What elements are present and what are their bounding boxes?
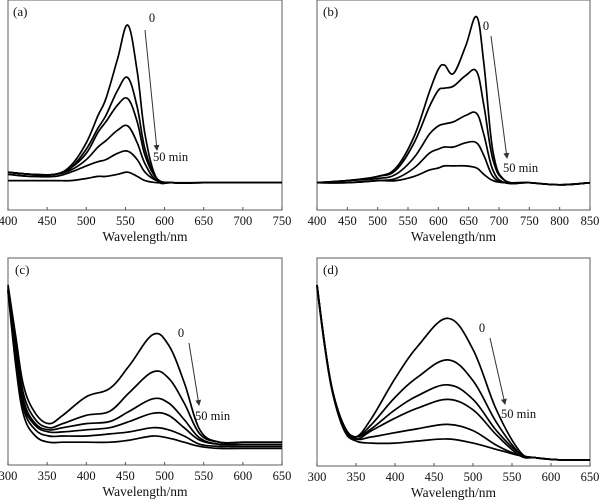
series-line-d-5 <box>316 286 591 461</box>
x-tick-label-d: 450 <box>425 470 444 484</box>
x-tick-label-b: 800 <box>550 214 569 228</box>
panel-a: 400 450 500 550 600 650 700 750 Wavelength/nm (a)… <box>0 0 291 244</box>
time-arrow-c <box>188 342 202 406</box>
x-axis-title-c: Wavelength/nm <box>102 484 188 499</box>
panel-label-b: (b) <box>323 4 338 19</box>
plot-frame-c <box>7 257 283 466</box>
x-tick-label-a: 500 <box>77 214 96 228</box>
x-tick-label-d: 600 <box>542 470 561 484</box>
series-line-c-2 <box>7 288 282 446</box>
x-tick-label-a: 750 <box>273 214 292 228</box>
x-tick-label-c: 450 <box>116 469 135 483</box>
panel-b: 400 450 500 550 600 650 700 750 800 850 Wavelength… <box>308 0 600 244</box>
series-line-d-1 <box>316 284 591 461</box>
series-line-a-0 <box>7 24 282 185</box>
series-line-d-0 <box>316 284 591 461</box>
x-tick-label-c: 300 <box>0 469 17 483</box>
x-tick-label-c: 400 <box>77 469 96 483</box>
series-line-b-2 <box>316 111 591 186</box>
series-line-a-5 <box>7 171 282 184</box>
x-tick-label-a: 450 <box>38 214 57 228</box>
x-tick-label-c: 500 <box>155 469 174 483</box>
x-tick-label-b: 700 <box>490 214 509 228</box>
x-axis-title-d: Wavelength/nm <box>411 485 497 500</box>
x-tick-label-a: 400 <box>0 214 17 228</box>
series-line-c-1 <box>7 286 282 444</box>
series-line-c-5 <box>7 291 282 450</box>
x-tick-label-d: 350 <box>347 470 366 484</box>
annotation-end-c: 50 min <box>195 409 231 423</box>
x-tick-label-d: 500 <box>464 470 483 484</box>
x-tick-label-d: 300 <box>308 470 327 484</box>
annotation-end-a: 50 min <box>153 150 189 164</box>
series-line-b-0 <box>316 15 591 186</box>
x-tick-label-c: 350 <box>38 469 57 483</box>
series-line-d-2 <box>316 284 591 461</box>
x-tick-label-b: 650 <box>459 214 478 228</box>
series-line-c-4 <box>7 291 282 448</box>
x-tick-label-b: 600 <box>429 214 448 228</box>
annotation-start-b: 0 <box>483 19 489 33</box>
x-tick-label-d: 550 <box>503 470 522 484</box>
x-tick-label-b: 450 <box>338 214 357 228</box>
x-axis-title-a: Wavelength/nm <box>102 229 188 244</box>
x-tick-label-c: 600 <box>233 469 252 483</box>
annotation-start-d: 0 <box>479 321 485 335</box>
x-tick-label-c: 550 <box>194 469 213 483</box>
series-line-c-3 <box>7 289 282 446</box>
x-tick-label-d: 650 <box>581 470 600 484</box>
panel-label-c: (c) <box>15 262 29 277</box>
panel-d: 300 350 400 450 500 550 600 650 Wavelength/nm (d)… <box>308 257 600 500</box>
series-line-b-4 <box>316 164 591 186</box>
series-line-c-0 <box>7 284 282 445</box>
panel-c: 300 350 400 450 500 550 600 650 Wavelength/nm (c)… <box>0 257 292 499</box>
plot-frame-d <box>316 257 591 467</box>
time-arrow-b <box>490 35 510 159</box>
x-tick-label-b: 400 <box>308 214 327 228</box>
panel-label-d: (d) <box>323 262 338 277</box>
x-tick-label-c: 650 <box>273 469 292 483</box>
x-tick-label-b: 850 <box>581 214 600 228</box>
x-tick-label-a: 600 <box>155 214 174 228</box>
x-axis-title-b: Wavelength/nm <box>411 229 497 244</box>
series-line-a-2 <box>7 96 282 184</box>
x-tick-label-b: 750 <box>520 214 539 228</box>
x-tick-label-a: 700 <box>233 214 252 228</box>
series-line-b-1 <box>316 68 591 186</box>
x-tick-label-b: 550 <box>399 214 418 228</box>
time-arrow-a <box>144 29 160 151</box>
series-line-b-3 <box>316 140 591 186</box>
series-line-d-4 <box>316 284 591 461</box>
plot-frame-b <box>316 0 591 211</box>
plot-frame-a <box>7 0 283 211</box>
x-tick-label-d: 400 <box>386 470 405 484</box>
series-line-d-3 <box>316 284 591 461</box>
annotation-start-c: 0 <box>178 326 184 340</box>
time-arrow-d <box>489 337 507 405</box>
annotation-end-d: 50 min <box>501 407 537 421</box>
x-tick-label-b: 500 <box>368 214 387 228</box>
x-tick-label-a: 550 <box>116 214 135 228</box>
annotation-start-a: 0 <box>149 11 155 25</box>
panel-label-a: (a) <box>13 4 27 19</box>
annotation-end-b: 50 min <box>503 161 539 175</box>
x-tick-label-a: 650 <box>194 214 213 228</box>
